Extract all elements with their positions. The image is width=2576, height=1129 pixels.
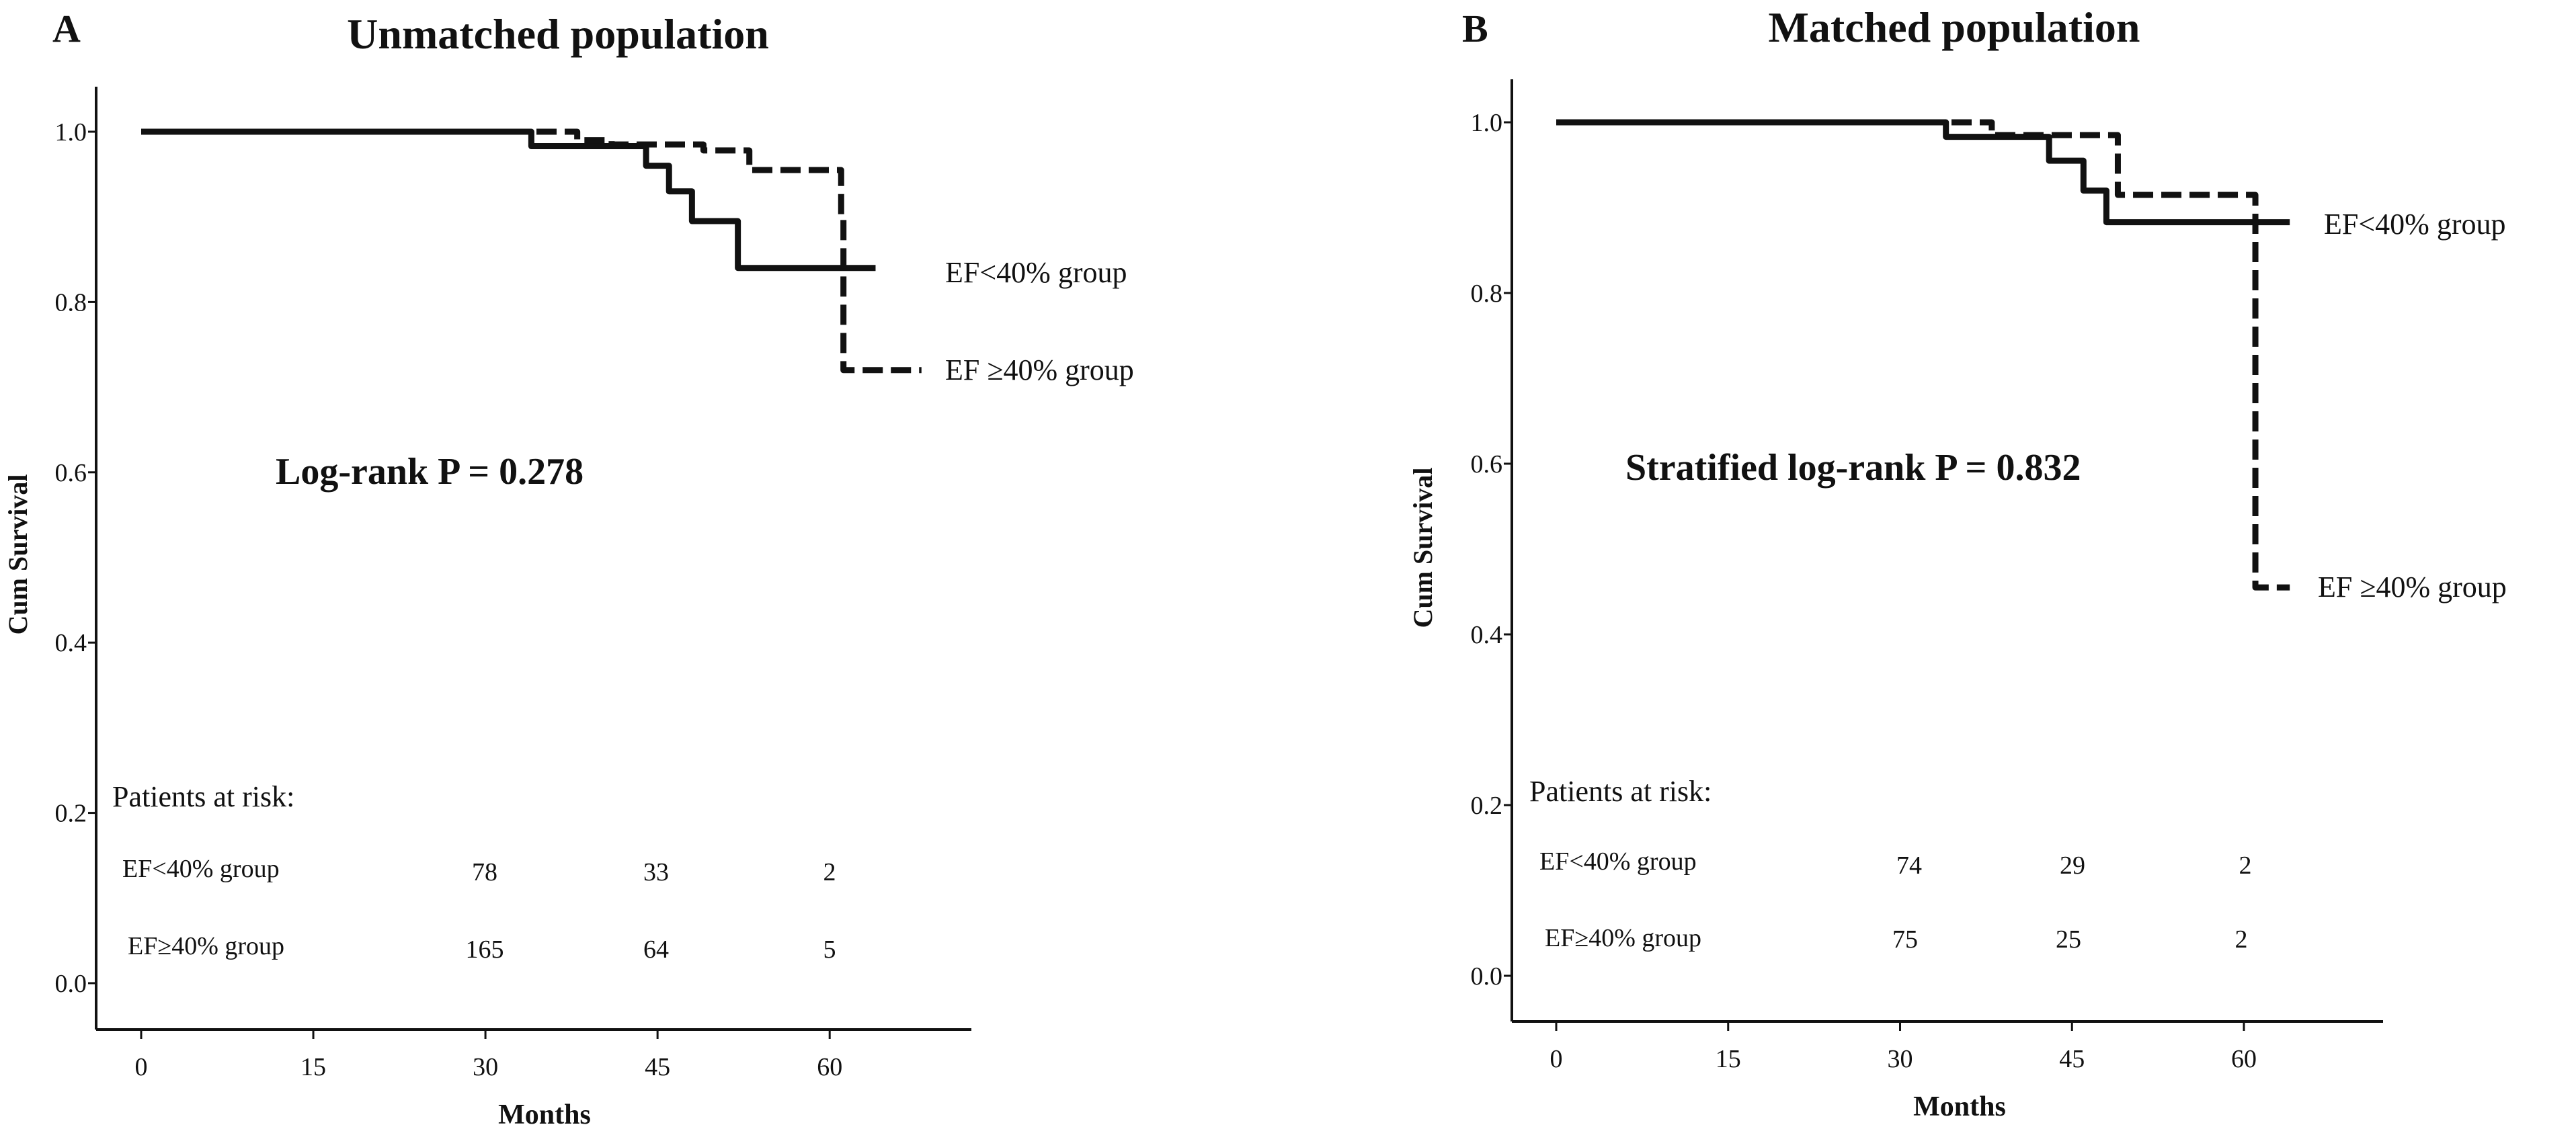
panel-b-matched: B Matched population Cum Survival Months… bbox=[1408, 3, 2507, 1122]
x-axis-label: Months bbox=[1913, 1091, 2006, 1122]
risk-value: 74 bbox=[1896, 851, 1922, 880]
legend-ef-ge40: EF ≥40% group bbox=[945, 353, 1134, 386]
risk-value: 25 bbox=[2056, 925, 2081, 954]
y-axis-label: Cum Survival bbox=[1408, 468, 1438, 628]
risk-value: 5 bbox=[823, 935, 836, 964]
risk-row-label: EF<40% group bbox=[1539, 847, 1697, 876]
risk-row-label: EF<40% group bbox=[122, 855, 280, 883]
risk-value: 33 bbox=[643, 858, 669, 886]
risk-value: 2 bbox=[2235, 925, 2248, 954]
survival-curve-ef-lt40 bbox=[1556, 119, 2290, 226]
logrank-annotation: Log-rank P = 0.278 bbox=[276, 451, 583, 493]
plot-area: 0.0 0.2 0.4 0.6 0.8 1.0 0 15 30 45 60 bbox=[1471, 79, 2383, 1073]
y-tick-label: 0.4 bbox=[1471, 621, 1503, 649]
panel-label: B bbox=[1462, 7, 1488, 50]
x-tick-label: 0 bbox=[135, 1053, 148, 1081]
chart-title: Matched population bbox=[1769, 3, 2140, 51]
chart-title: Unmatched population bbox=[347, 10, 769, 58]
risk-value: 64 bbox=[643, 935, 669, 964]
risk-value: 2 bbox=[2239, 851, 2252, 880]
x-tick-label: 45 bbox=[2059, 1045, 2085, 1073]
y-tick-label: 0.8 bbox=[1471, 280, 1503, 308]
y-axis-label: Cum Survival bbox=[3, 474, 33, 635]
risk-value: 78 bbox=[472, 858, 497, 886]
risk-table-title: Patients at risk: bbox=[112, 780, 294, 813]
y-tick-label: 0.0 bbox=[1471, 962, 1503, 991]
x-axis-label: Months bbox=[498, 1099, 591, 1129]
legend-ef-lt40: EF<40% group bbox=[2324, 208, 2505, 241]
x-tick-label: 30 bbox=[473, 1053, 498, 1081]
risk-value: 2 bbox=[823, 858, 836, 886]
x-tick-label: 30 bbox=[1888, 1045, 1913, 1073]
y-tick-label: 1.0 bbox=[55, 118, 87, 147]
panel-a-unmatched: A Unmatched population Cum Survival Mont… bbox=[3, 7, 1134, 1129]
y-tick-label: 0.2 bbox=[1471, 792, 1503, 820]
plot-area: 0.0 0.2 0.4 0.6 0.8 1.0 0 15 30 45 60 bbox=[55, 87, 971, 1081]
y-tick-label: 0.6 bbox=[55, 459, 87, 487]
logrank-annotation: Stratified log-rank P = 0.832 bbox=[1625, 447, 2081, 489]
x-tick-label: 0 bbox=[1550, 1045, 1563, 1073]
survival-curve-ef-ge40 bbox=[1556, 119, 2290, 591]
x-tick-label: 15 bbox=[1716, 1045, 1741, 1073]
risk-value: 165 bbox=[466, 935, 504, 964]
y-tick-label: 0.4 bbox=[55, 629, 87, 657]
y-tick-label: 0.2 bbox=[55, 800, 87, 828]
y-tick-label: 0.6 bbox=[1471, 450, 1503, 478]
survival-curve-ef-lt40 bbox=[141, 128, 876, 271]
risk-table-title: Patients at risk: bbox=[1529, 775, 1712, 808]
risk-row-label: EF≥40% group bbox=[128, 932, 284, 960]
risk-row-label: EF≥40% group bbox=[1545, 924, 1701, 952]
risk-value: 75 bbox=[1892, 925, 1918, 954]
y-tick-label: 0.8 bbox=[55, 288, 87, 317]
x-tick-label: 15 bbox=[300, 1053, 326, 1081]
x-tick-label: 60 bbox=[2231, 1045, 2257, 1073]
legend-ef-ge40: EF ≥40% group bbox=[2318, 571, 2507, 603]
panel-label: A bbox=[52, 7, 81, 50]
survival-curve-ef-ge40 bbox=[141, 128, 922, 374]
y-tick-label: 0.0 bbox=[55, 970, 87, 998]
legend-ef-lt40: EF<40% group bbox=[945, 256, 1127, 289]
x-tick-label: 60 bbox=[817, 1053, 842, 1081]
x-tick-label: 45 bbox=[645, 1053, 670, 1081]
risk-value: 29 bbox=[2060, 851, 2085, 880]
y-tick-label: 1.0 bbox=[1471, 109, 1503, 137]
